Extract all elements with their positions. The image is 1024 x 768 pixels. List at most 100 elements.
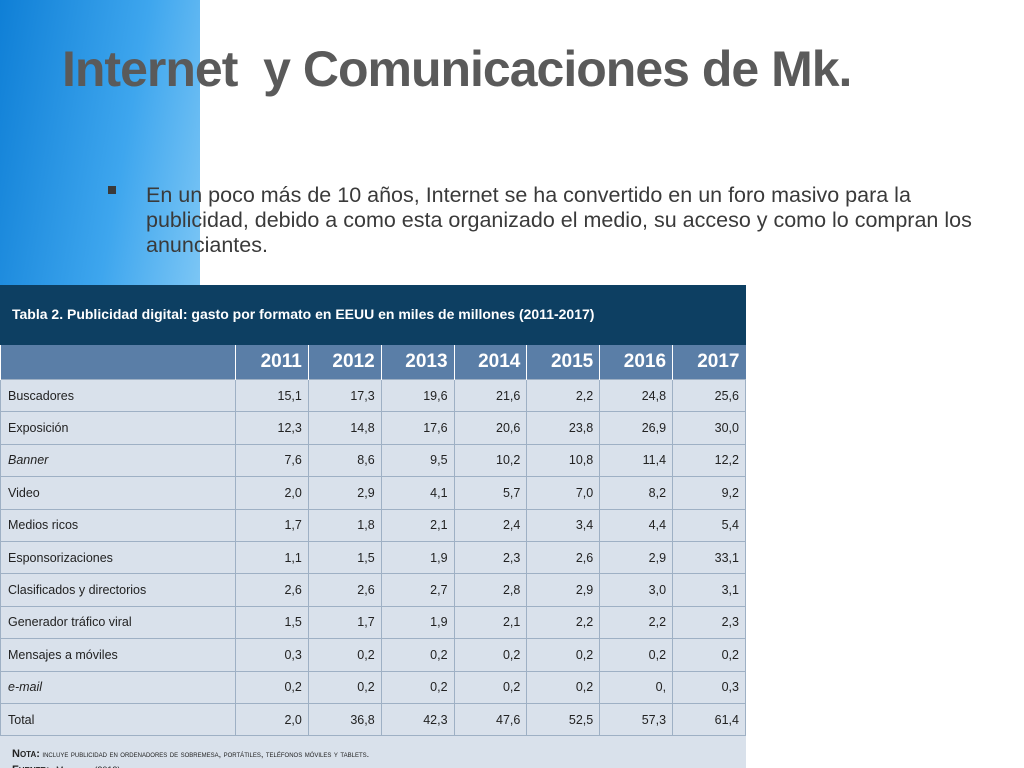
row-label: Total bbox=[0, 702, 236, 737]
cell: 0,2 bbox=[672, 638, 746, 672]
row-label: Buscadores bbox=[0, 378, 236, 413]
cell: 10,8 bbox=[526, 443, 601, 478]
cell: 0,2 bbox=[526, 638, 601, 672]
column-header: 2012 bbox=[307, 345, 382, 380]
cell: 0,2 bbox=[235, 670, 309, 704]
cell: 0,3 bbox=[235, 638, 309, 672]
cell: 2,6 bbox=[526, 540, 601, 575]
cell: 1,9 bbox=[380, 605, 455, 640]
cell: 24,8 bbox=[599, 378, 674, 413]
cell: 9,2 bbox=[672, 476, 746, 510]
cell: 42,3 bbox=[380, 702, 455, 737]
cell: 0, bbox=[599, 670, 674, 704]
row: Esponsorizaciones 1,1 1,5 1,9 2,3 2,6 2,9 33,1 bbox=[0, 540, 746, 575]
cell: 9,5 bbox=[380, 443, 455, 478]
cell: 2,1 bbox=[380, 508, 455, 542]
cell: 19,6 bbox=[380, 378, 455, 413]
row-label: Mensajes a móviles bbox=[0, 638, 236, 672]
cell: 12,2 bbox=[672, 443, 746, 478]
row-label: Generador tráfico viral bbox=[0, 605, 236, 640]
cell: 11,4 bbox=[599, 443, 674, 478]
cell: 15,1 bbox=[235, 378, 309, 413]
cell: 33,1 bbox=[672, 540, 746, 575]
cell: 0,2 bbox=[380, 638, 455, 672]
cell: 52,5 bbox=[526, 702, 601, 737]
note: Fuente: eMarketer (2013). bbox=[12, 762, 734, 768]
corner bbox=[0, 345, 236, 380]
cell: 4,1 bbox=[380, 476, 455, 510]
cell: 57,3 bbox=[599, 702, 674, 737]
cell: 25,6 bbox=[672, 378, 746, 413]
cell: 0,2 bbox=[307, 638, 382, 672]
title: Internet y Comunicaciones de Mk. bbox=[62, 41, 852, 97]
cell: 7,6 bbox=[235, 443, 309, 478]
cell: 1,1 bbox=[235, 540, 309, 575]
cell: 23,8 bbox=[526, 411, 601, 445]
note-text: eMarketer (2013). bbox=[52, 765, 123, 768]
cell: 2,4 bbox=[453, 508, 528, 542]
row: Video 2,0 2,9 4,1 5,7 7,0 8,2 9,2 bbox=[0, 476, 746, 510]
cell: 30,0 bbox=[672, 411, 746, 445]
cell: 0,2 bbox=[599, 638, 674, 672]
cell: 36,8 bbox=[307, 702, 382, 737]
row-label: Medios ricos bbox=[0, 508, 236, 542]
cell: 3,4 bbox=[526, 508, 601, 542]
cell: 1,5 bbox=[235, 605, 309, 640]
row: Generador tráfico viral 1,5 1,7 1,9 2,1 2,2 2,… bbox=[0, 605, 746, 640]
note: Nota: incluye publicidad en ordenadores … bbox=[12, 746, 734, 762]
cell: 2,9 bbox=[599, 540, 674, 575]
row: Exposición 12,3 14,8 17,6 20,6 23,8 26,9 30,0 bbox=[0, 411, 746, 445]
cell: 0,2 bbox=[380, 670, 455, 704]
table: 2011 2012 2013 2014 2015 2016 2017 Buscadores 15… bbox=[0, 345, 746, 737]
cell: 1,7 bbox=[235, 508, 309, 542]
cell: 2,1 bbox=[453, 605, 528, 640]
row: Total 2,0 36,8 42,3 47,6 52,5 57,3 61,4 bbox=[0, 702, 746, 737]
note-text: incluye publicidad en ordenadores de sob… bbox=[42, 749, 370, 760]
row: Banner 7,6 8,6 9,5 10,2 10,8 11,4 12,2 bbox=[0, 443, 746, 478]
cell: 1,7 bbox=[307, 605, 382, 640]
cell: 2,8 bbox=[453, 573, 528, 607]
cell: 5,4 bbox=[672, 508, 746, 542]
cell: 2,2 bbox=[526, 378, 601, 413]
note-label: Nota: bbox=[12, 748, 40, 761]
row-label: e-mail bbox=[0, 670, 236, 704]
cell: 0,2 bbox=[453, 638, 528, 672]
cell: 3,1 bbox=[672, 573, 746, 607]
cell: 47,6 bbox=[453, 702, 528, 737]
cell: 2,9 bbox=[307, 476, 382, 510]
cell: 4,4 bbox=[599, 508, 674, 542]
cell: 2,6 bbox=[307, 573, 382, 607]
row: Clasificados y directorios 2,6 2,6 2,7 2,8 2,… bbox=[0, 573, 746, 607]
decor-strip bbox=[0, 0, 200, 290]
bullet-text: En un poco más de 10 años, Internet se h… bbox=[146, 183, 972, 257]
cell: 17,3 bbox=[307, 378, 382, 413]
row-label: Banner bbox=[0, 443, 236, 478]
note-label: Fuente: bbox=[12, 764, 50, 768]
table-figure: Tabla 2. Publicidad digital: gasto por f… bbox=[0, 285, 746, 768]
bullet-dot bbox=[108, 186, 116, 194]
cell: 1,8 bbox=[307, 508, 382, 542]
column-header: 2014 bbox=[453, 345, 527, 380]
cell: 1,5 bbox=[307, 540, 382, 575]
cell: 0,2 bbox=[453, 670, 528, 704]
cell: 3,0 bbox=[599, 573, 674, 607]
row-label: Clasificados y directorios bbox=[0, 573, 236, 607]
cell: 0,3 bbox=[672, 670, 746, 704]
row-label: Esponsorizaciones bbox=[0, 540, 236, 575]
table-caption: Tabla 2. Publicidad digital: gasto por f… bbox=[0, 285, 746, 345]
row: Buscadores 15,1 17,3 19,6 21,6 2,2 24,8 25,6 bbox=[0, 378, 746, 413]
cell: 7,0 bbox=[526, 476, 601, 510]
column-header: 2015 bbox=[526, 345, 600, 380]
cell: 61,4 bbox=[672, 702, 746, 737]
cell: 1,9 bbox=[380, 540, 455, 575]
cell: 5,7 bbox=[453, 476, 528, 510]
cell: 2,2 bbox=[526, 605, 601, 640]
row-label: Exposición bbox=[0, 411, 236, 445]
cell: 2,9 bbox=[526, 573, 601, 607]
cell: 20,6 bbox=[453, 411, 528, 445]
header-row: 2011 2012 2013 2014 2015 2016 2017 bbox=[0, 345, 746, 380]
column-header: 2011 bbox=[235, 345, 309, 380]
row: e-mail 0,2 0,2 0,2 0,2 0,2 0, 0,3 bbox=[0, 670, 746, 704]
cell: 2,2 bbox=[599, 605, 674, 640]
